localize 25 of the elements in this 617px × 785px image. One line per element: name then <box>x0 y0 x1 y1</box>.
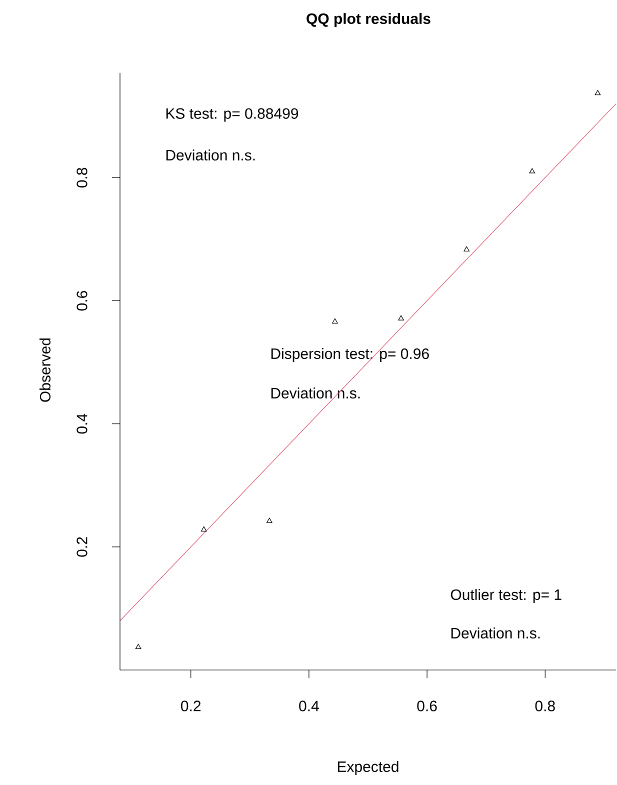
annotation: Deviation n.s. <box>271 387 360 398</box>
x-tick-label: 0.6 <box>417 700 437 712</box>
annotation: Deviation n.s. <box>451 627 540 638</box>
x-axis-title: Expected <box>338 761 398 775</box>
annotation: Outlier test: p= 1 <box>450 589 562 603</box>
y-tick-label: 0.2 <box>76 537 88 557</box>
y-tick-label: 0.8 <box>76 168 88 188</box>
annotation: Dispersion test: p= 0.96 <box>271 348 429 362</box>
point <box>594 90 601 96</box>
annotation: KS test: p= 0.88499 <box>166 108 298 122</box>
x-tick-label: 0.4 <box>299 700 319 712</box>
point <box>135 644 142 650</box>
y-tick-label: 0.6 <box>76 290 88 311</box>
y-tick-label: 0.4 <box>76 414 88 434</box>
y-axis-title: Observed <box>39 338 50 402</box>
point <box>266 518 272 523</box>
x-tick-label: 0.8 <box>535 700 555 712</box>
annotation: Deviation n.s. <box>166 149 255 160</box>
point <box>529 168 536 174</box>
point <box>464 246 470 252</box>
x-tick-label: 0.2 <box>181 700 201 712</box>
chart-title: QQ plot residuals <box>306 13 430 27</box>
point <box>398 315 404 320</box>
point <box>200 526 207 532</box>
point <box>332 318 338 324</box>
